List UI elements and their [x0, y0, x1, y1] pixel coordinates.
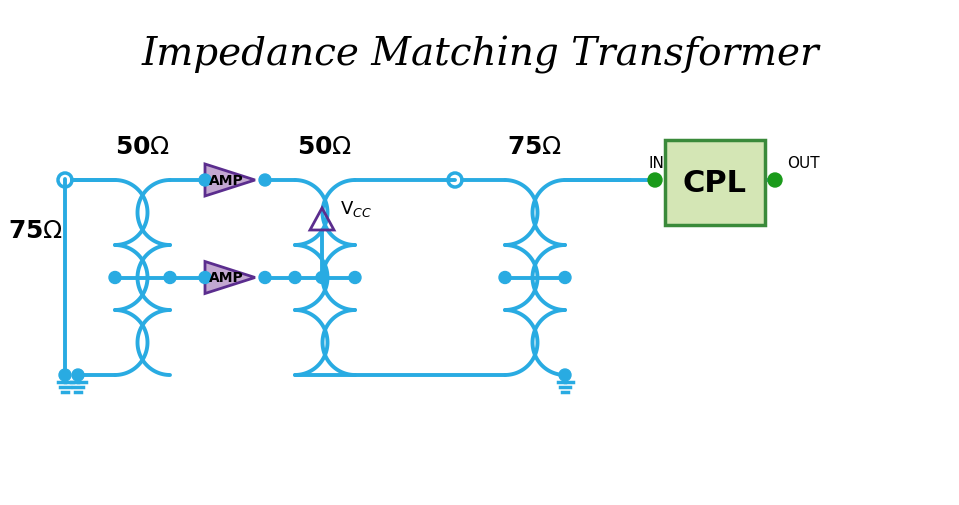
- Circle shape: [164, 272, 176, 284]
- Polygon shape: [205, 262, 255, 294]
- Text: Impedance Matching Transformer: Impedance Matching Transformer: [141, 36, 819, 74]
- Text: 50$\Omega$: 50$\Omega$: [297, 135, 353, 159]
- Text: 75$\Omega$: 75$\Omega$: [8, 219, 63, 242]
- Text: 50$\Omega$: 50$\Omega$: [115, 135, 170, 159]
- Text: IN: IN: [648, 156, 664, 171]
- Text: 75$\Omega$: 75$\Omega$: [507, 135, 563, 159]
- Text: V$_{CC}$: V$_{CC}$: [340, 198, 372, 219]
- Text: AMP: AMP: [209, 174, 244, 188]
- Circle shape: [259, 272, 271, 284]
- Circle shape: [59, 369, 71, 381]
- Circle shape: [72, 369, 84, 381]
- Circle shape: [289, 272, 301, 284]
- Circle shape: [349, 272, 361, 284]
- Text: CPL: CPL: [683, 169, 747, 197]
- Circle shape: [648, 174, 662, 188]
- Circle shape: [559, 272, 571, 284]
- Circle shape: [768, 174, 782, 188]
- Circle shape: [559, 369, 571, 381]
- Circle shape: [199, 175, 211, 187]
- Circle shape: [109, 272, 121, 284]
- Circle shape: [199, 272, 211, 284]
- Text: AMP: AMP: [209, 271, 244, 285]
- Circle shape: [316, 272, 328, 284]
- Polygon shape: [205, 165, 255, 196]
- Circle shape: [259, 175, 271, 187]
- Text: OUT: OUT: [787, 156, 820, 171]
- Circle shape: [499, 272, 511, 284]
- FancyBboxPatch shape: [665, 141, 765, 226]
